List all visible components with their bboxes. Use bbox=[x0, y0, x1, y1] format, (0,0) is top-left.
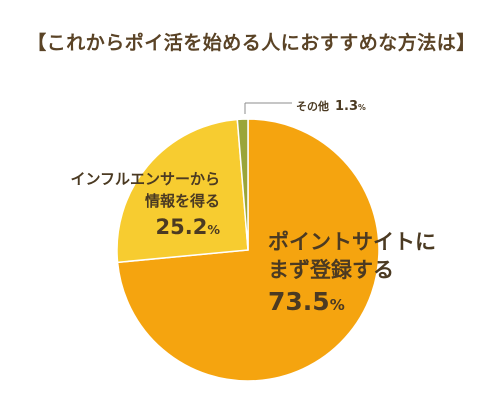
percent-unit: % bbox=[358, 103, 366, 112]
slice-value-influencer-info: 25.2% bbox=[70, 214, 220, 243]
slice-label-site-registration-line1: ポイントサイトに bbox=[268, 230, 436, 254]
slice-value-other-number: 1.3 bbox=[335, 99, 359, 114]
slice-value-influencer-info-number: 25.2 bbox=[155, 215, 208, 239]
slice-label-other: その他 1.3% bbox=[296, 95, 366, 114]
percent-unit: % bbox=[329, 296, 345, 314]
slice-value-site-registration-number: 73.5 bbox=[268, 287, 330, 316]
slice-value-site-registration: 73.5% bbox=[268, 286, 436, 321]
pie-slice-influencer-info bbox=[116, 118, 249, 264]
pie-slice-other bbox=[236, 118, 249, 251]
slice-label-influencer-info-line2: 情報を得る bbox=[144, 192, 220, 210]
percent-unit: % bbox=[207, 222, 220, 237]
slice-label-other-name: その他 bbox=[296, 100, 329, 113]
chart-title: 【これからポイ活を始める人におすすめな方法は】 bbox=[27, 32, 476, 54]
slice-label-influencer-info: インフルエンサーから 情報を得る 25.2% bbox=[70, 168, 220, 243]
slice-label-influencer-info-line1: インフルエンサーから bbox=[70, 170, 220, 188]
slice-value-other: 1.3% bbox=[335, 99, 366, 114]
slice-label-site-registration-line2: まず登録する bbox=[268, 258, 394, 282]
slice-label-site-registration: ポイントサイトに まず登録する 73.5% bbox=[268, 228, 436, 321]
